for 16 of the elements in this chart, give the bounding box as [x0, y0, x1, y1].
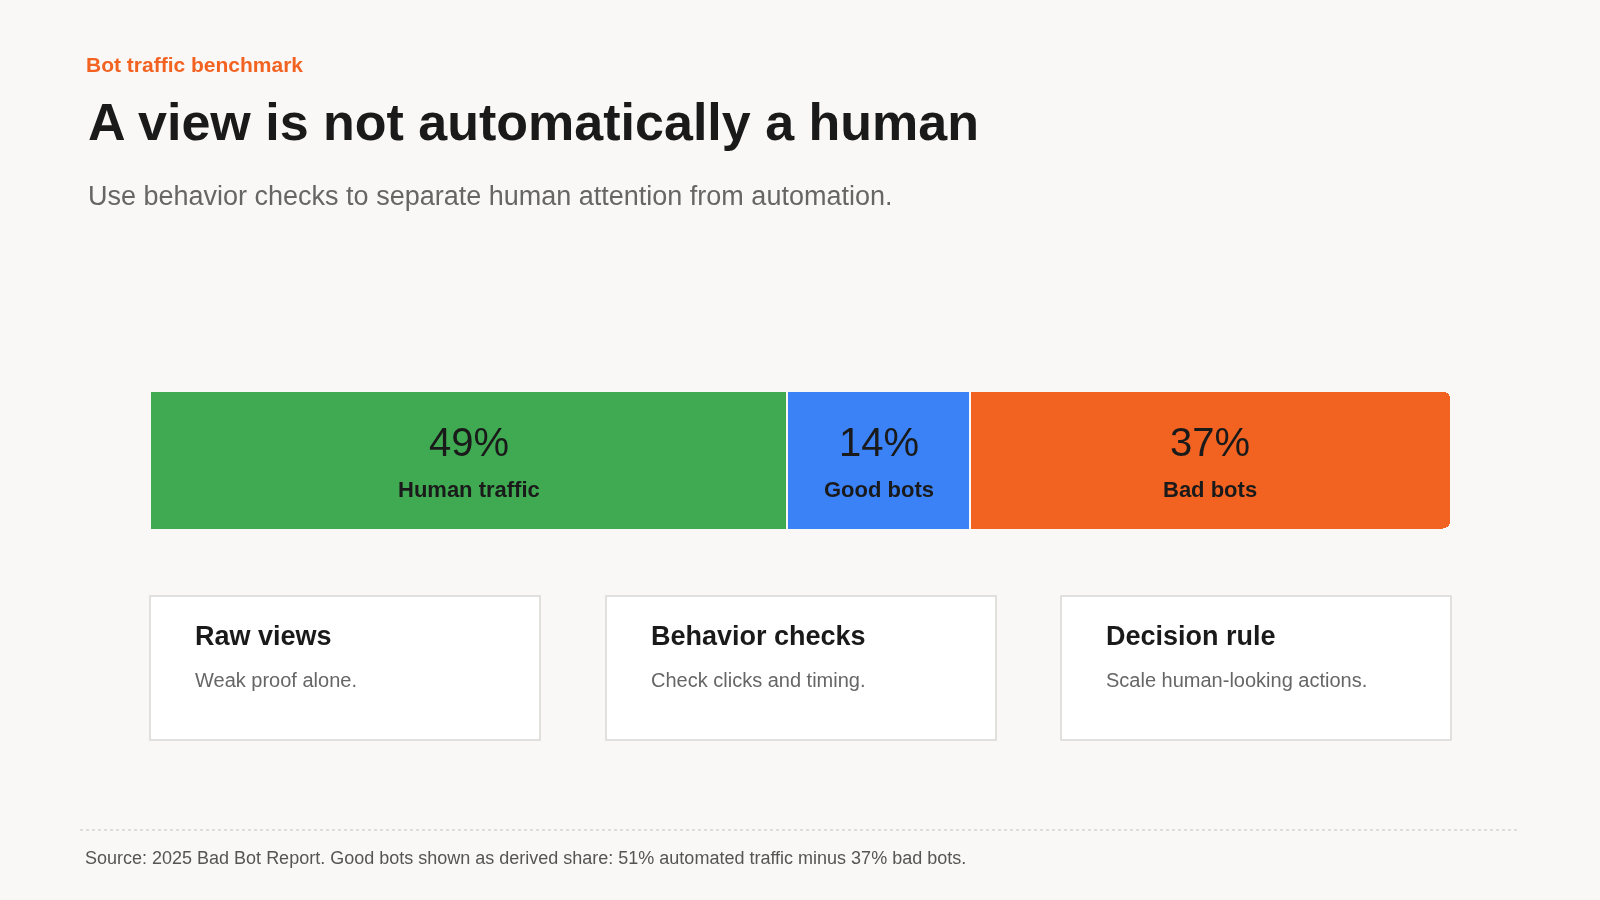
data-label: 49% — [429, 420, 510, 464]
source-note: Source: 2025 Bad Bot Report. Good bots shown as derived share: 51% automated traffic minus 37% bad bots. — [85, 848, 967, 868]
text: Check clicks and timing. — [651, 669, 866, 691]
text: Behavior checks — [651, 621, 866, 651]
data-label: 37% — [1170, 420, 1251, 464]
chart-subtitle: Use behavior checks to separate human attention from automation. — [88, 181, 893, 211]
text: Decision rule — [1106, 621, 1276, 651]
text: Bot traffic benchmark — [86, 53, 304, 76]
chart-title: A view is not automatically a human — [88, 93, 979, 151]
text: Scale human-looking actions. — [1106, 669, 1368, 691]
series-label: Human traffic — [398, 477, 540, 502]
data-label: 14% — [839, 420, 920, 464]
text: Weak proof alone. — [195, 669, 357, 691]
text: Raw views — [195, 621, 332, 651]
series-label: Good bots — [824, 477, 934, 502]
series-label: Bad bots — [1163, 477, 1258, 502]
